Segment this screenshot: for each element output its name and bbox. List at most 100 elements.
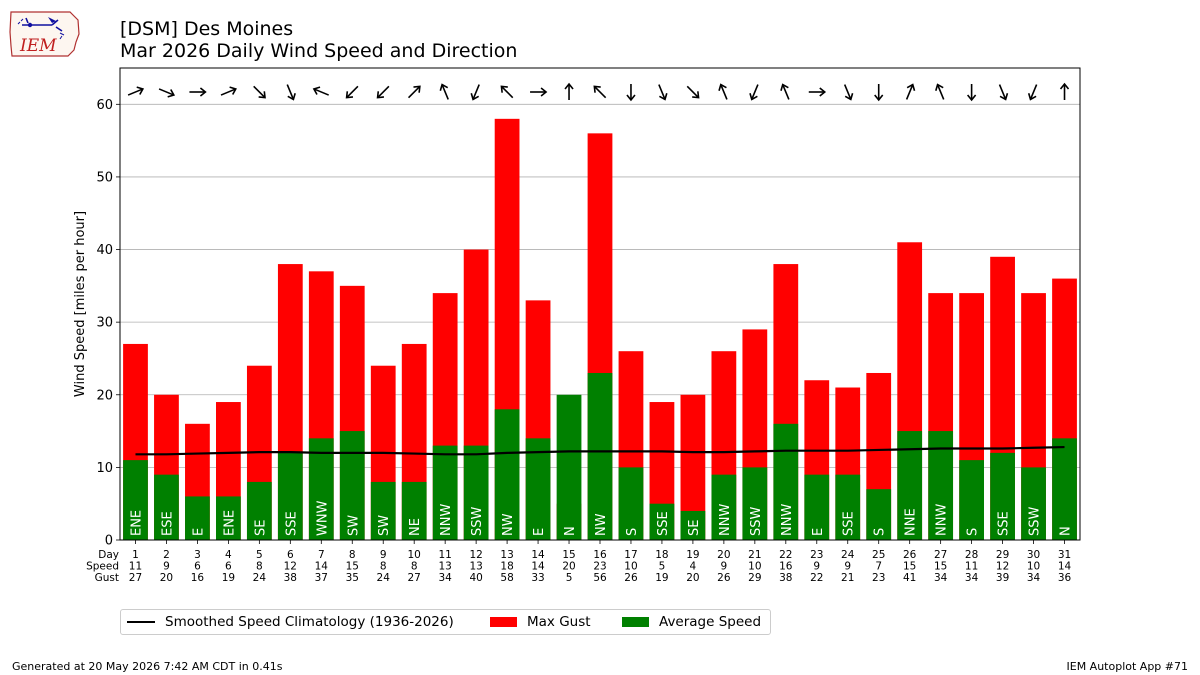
gust-label: 21 xyxy=(841,572,854,584)
speed-label: 15 xyxy=(346,561,359,573)
speed-label: 23 xyxy=(593,561,606,573)
legend-avg-label: Average Speed xyxy=(659,614,762,630)
wind-arrow xyxy=(658,84,668,101)
speed-bar xyxy=(246,481,272,540)
gust-label: 19 xyxy=(655,572,668,584)
day-label: 10 xyxy=(408,549,421,561)
arrow-shaft xyxy=(441,85,449,100)
speed-bar xyxy=(494,409,520,540)
wind-arrow xyxy=(312,86,329,96)
day-label: 20 xyxy=(717,549,730,561)
day-label: 14 xyxy=(531,549,545,561)
logo-text: IEM xyxy=(19,36,57,56)
speed-bar xyxy=(959,460,984,540)
direction-label: SSE xyxy=(284,511,299,536)
arrow-head xyxy=(844,93,854,101)
legend-gust: Max Gust xyxy=(490,610,591,634)
direction-label: S xyxy=(873,528,888,536)
day-label: 11 xyxy=(438,549,451,561)
speed-bar xyxy=(835,474,861,540)
wind-arrow xyxy=(874,84,884,102)
arrow-shaft xyxy=(720,85,728,100)
arrow-head xyxy=(540,87,548,97)
day-label: 12 xyxy=(469,549,482,561)
speed-bar xyxy=(804,474,830,540)
arrow-shaft xyxy=(286,84,294,99)
wind-arrow xyxy=(935,83,945,100)
day-label: 7 xyxy=(318,549,325,561)
wind-arrow xyxy=(530,87,548,97)
day-label: 29 xyxy=(996,549,1009,561)
arrow-head xyxy=(780,83,789,91)
legend-gust-label: Max Gust xyxy=(527,614,591,630)
speed-bar xyxy=(866,489,892,540)
gust-label: 35 xyxy=(346,572,359,584)
direction-label: E xyxy=(191,528,206,536)
gust-label: 24 xyxy=(253,572,267,584)
arrow-shaft xyxy=(472,84,480,99)
wind-arrow xyxy=(1059,82,1070,100)
arrow-shaft xyxy=(220,88,236,96)
speed-bar xyxy=(618,467,644,540)
speed-label: 9 xyxy=(813,561,820,573)
speed-label: 5 xyxy=(659,561,666,573)
speed-label: 14 xyxy=(1058,561,1072,573)
row-label: Gust xyxy=(95,572,119,584)
arrow-shaft xyxy=(127,88,143,96)
generated-note: Generated at 20 May 2026 7:42 AM CDT in … xyxy=(12,660,283,673)
arrow-shaft xyxy=(686,85,699,98)
speed-label: 20 xyxy=(562,561,575,573)
arrow-head xyxy=(874,94,884,102)
direction-label: SSW xyxy=(1028,506,1043,536)
gust-label: 22 xyxy=(810,572,823,584)
day-label: 22 xyxy=(779,549,792,561)
arrow-shaft xyxy=(158,88,174,96)
speed-label: 10 xyxy=(624,561,637,573)
gust-label: 34 xyxy=(438,572,452,584)
arrow-head xyxy=(500,85,508,93)
gust-label: 36 xyxy=(1058,572,1072,584)
wind-arrow xyxy=(500,85,514,99)
speed-label: 12 xyxy=(996,561,1009,573)
climatology-line xyxy=(135,445,1065,456)
gust-label: 24 xyxy=(377,572,391,584)
direction-label: SE xyxy=(687,520,702,536)
wind-arrow xyxy=(905,83,916,100)
arrow-shaft xyxy=(314,88,329,96)
direction-label: S xyxy=(625,528,640,536)
wind-arrow xyxy=(808,87,827,97)
arrow-shaft xyxy=(253,85,265,98)
gust-label: 58 xyxy=(500,572,513,584)
day-label: 8 xyxy=(349,549,356,561)
day-label: 13 xyxy=(500,549,513,561)
wind-arrow xyxy=(686,85,700,99)
gust-label: 20 xyxy=(160,572,173,584)
speed-label: 14 xyxy=(531,561,545,573)
day-label: 6 xyxy=(287,549,294,561)
day-label: 15 xyxy=(562,549,575,561)
speed-label: 14 xyxy=(315,561,329,573)
day-label: 26 xyxy=(903,549,917,561)
day-label: 25 xyxy=(872,549,885,561)
speed-label: 15 xyxy=(903,561,916,573)
day-label: 31 xyxy=(1058,549,1071,561)
gust-label: 41 xyxy=(903,572,916,584)
speed-bar xyxy=(556,394,582,540)
direction-label: SSE xyxy=(842,511,857,536)
direction-label: N xyxy=(563,526,578,536)
direction-label: SSW xyxy=(470,506,485,536)
direction-label: S xyxy=(966,528,981,536)
gust-label: 23 xyxy=(872,572,885,584)
arrow-shaft xyxy=(377,85,390,98)
direction-label: NNW xyxy=(935,504,950,536)
gust-label: 37 xyxy=(315,572,328,584)
day-label: 27 xyxy=(934,549,947,561)
day-label: 18 xyxy=(655,549,668,561)
speed-label: 8 xyxy=(256,561,263,573)
speed-bar xyxy=(773,423,799,540)
row-label: Speed xyxy=(86,561,119,573)
arrow-shaft xyxy=(937,85,945,100)
arrow-head xyxy=(312,86,321,95)
speed-bar xyxy=(711,474,737,540)
wind-arrow xyxy=(564,82,574,100)
